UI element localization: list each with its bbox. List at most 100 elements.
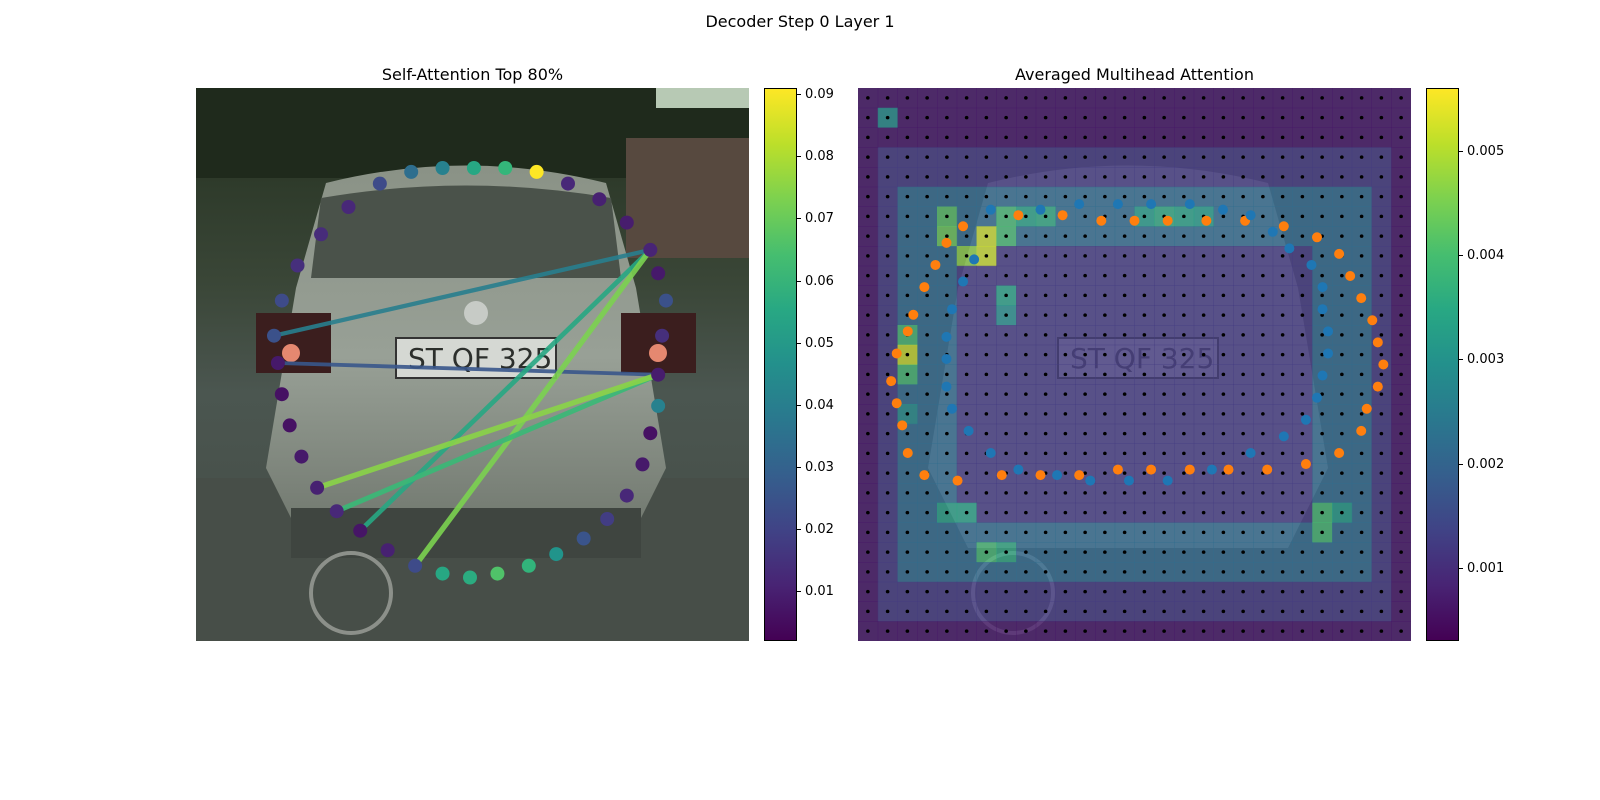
query-point	[282, 418, 297, 433]
grid-dot	[1182, 412, 1186, 416]
grid-dot	[1201, 372, 1206, 377]
grid-dot	[1043, 155, 1048, 159]
grid-dot	[1201, 293, 1206, 298]
grid-dot	[885, 313, 890, 317]
grid-dot	[1221, 333, 1226, 337]
grid-dot	[1024, 412, 1028, 416]
colorbar-tick-label: 0.004	[1467, 247, 1505, 263]
grid-dot	[1122, 491, 1127, 495]
grid-dot	[1122, 273, 1127, 278]
grid-dot	[1103, 550, 1107, 554]
grid-dot	[1182, 293, 1186, 298]
grid-dot	[1359, 570, 1364, 574]
grid-dot	[1221, 273, 1226, 278]
grid-dot	[925, 96, 929, 100]
grid-dot	[1142, 333, 1147, 337]
grid-dot	[1004, 175, 1008, 179]
grid-dot	[1221, 609, 1226, 614]
grid-dot	[1024, 234, 1028, 238]
grid-dot	[1043, 234, 1048, 238]
grid-dot	[1320, 530, 1324, 535]
grid-dot	[885, 589, 890, 594]
grid-dot	[1122, 550, 1127, 554]
grid-dot	[1201, 155, 1206, 159]
grid-dot	[945, 550, 949, 554]
query-point	[521, 558, 536, 573]
grid-dot	[1201, 333, 1206, 337]
grid-dot	[964, 589, 969, 594]
sampling-point	[1112, 464, 1123, 475]
grid-dot	[1221, 155, 1226, 159]
grid-dot	[1004, 115, 1008, 120]
grid-dot	[1280, 451, 1285, 456]
sampling-point	[1013, 210, 1024, 221]
left-colorbar	[764, 88, 797, 641]
grid-dot	[984, 372, 989, 377]
grid-dot	[1162, 135, 1166, 140]
grid-dot	[1399, 254, 1403, 258]
sampling-point	[1317, 304, 1328, 315]
grid-dot	[866, 609, 870, 614]
grid-dot	[1280, 214, 1285, 219]
sampling-point	[952, 475, 963, 486]
sampling-point	[1267, 226, 1278, 237]
grid-dot	[1103, 372, 1107, 377]
grid-dot	[885, 491, 890, 495]
sampling-point	[1317, 282, 1328, 293]
grid-dot	[1043, 609, 1048, 614]
grid-dot	[1103, 491, 1107, 495]
query-point	[659, 293, 673, 308]
grid-dot	[1241, 629, 1245, 633]
grid-dot	[1142, 550, 1147, 554]
grid-dot	[1142, 629, 1147, 633]
sampling-point	[1057, 210, 1068, 221]
grid-dot	[1320, 115, 1324, 120]
sampling-point	[1112, 199, 1123, 210]
grid-dot	[984, 491, 989, 495]
grid-dot	[925, 115, 929, 120]
grid-dot	[1340, 589, 1344, 594]
grid-dot	[905, 392, 910, 396]
grid-dot	[1201, 254, 1206, 258]
grid-dot	[885, 412, 890, 416]
grid-dot	[1043, 194, 1048, 199]
query-point	[372, 176, 387, 191]
grid-dot	[1103, 510, 1107, 515]
grid-dot	[1024, 333, 1028, 337]
grid-dot	[866, 352, 870, 357]
grid-dot	[964, 214, 969, 219]
grid-dot	[1221, 234, 1226, 238]
grid-dot	[1182, 570, 1186, 574]
grid-dot	[1399, 352, 1403, 357]
grid-dot	[1182, 629, 1186, 633]
grid-dot	[1201, 570, 1206, 574]
grid-dot	[1162, 589, 1166, 594]
grid-dot	[1241, 431, 1245, 436]
grid-dot	[925, 372, 929, 377]
grid-dot	[1103, 313, 1107, 317]
sampling-point	[1129, 215, 1140, 226]
grid-dot	[984, 629, 989, 633]
grid-dot	[1340, 550, 1344, 554]
grid-dot	[1142, 234, 1147, 238]
grid-dot	[1083, 570, 1087, 574]
grid-dot	[925, 431, 929, 436]
grid-dot	[1320, 491, 1324, 495]
colorbar-tick-label: 0.05	[805, 335, 834, 351]
grid-dot	[964, 333, 969, 337]
grid-dot	[1280, 254, 1285, 258]
grid-dot	[1379, 234, 1384, 238]
grid-dot	[1024, 510, 1028, 515]
right-car-photo: ST QF 325	[858, 88, 1411, 641]
grid-dot	[1261, 570, 1265, 574]
grid-dot	[945, 234, 949, 238]
grid-dot	[1261, 214, 1265, 219]
grid-dot	[1162, 629, 1166, 633]
grid-dot	[925, 392, 929, 396]
grid-dot	[1122, 214, 1127, 219]
grid-dot	[1043, 352, 1048, 357]
grid-dot	[1359, 451, 1364, 456]
grid-dot	[1024, 451, 1028, 456]
grid-dot	[1103, 234, 1107, 238]
grid-dot	[1122, 352, 1127, 357]
